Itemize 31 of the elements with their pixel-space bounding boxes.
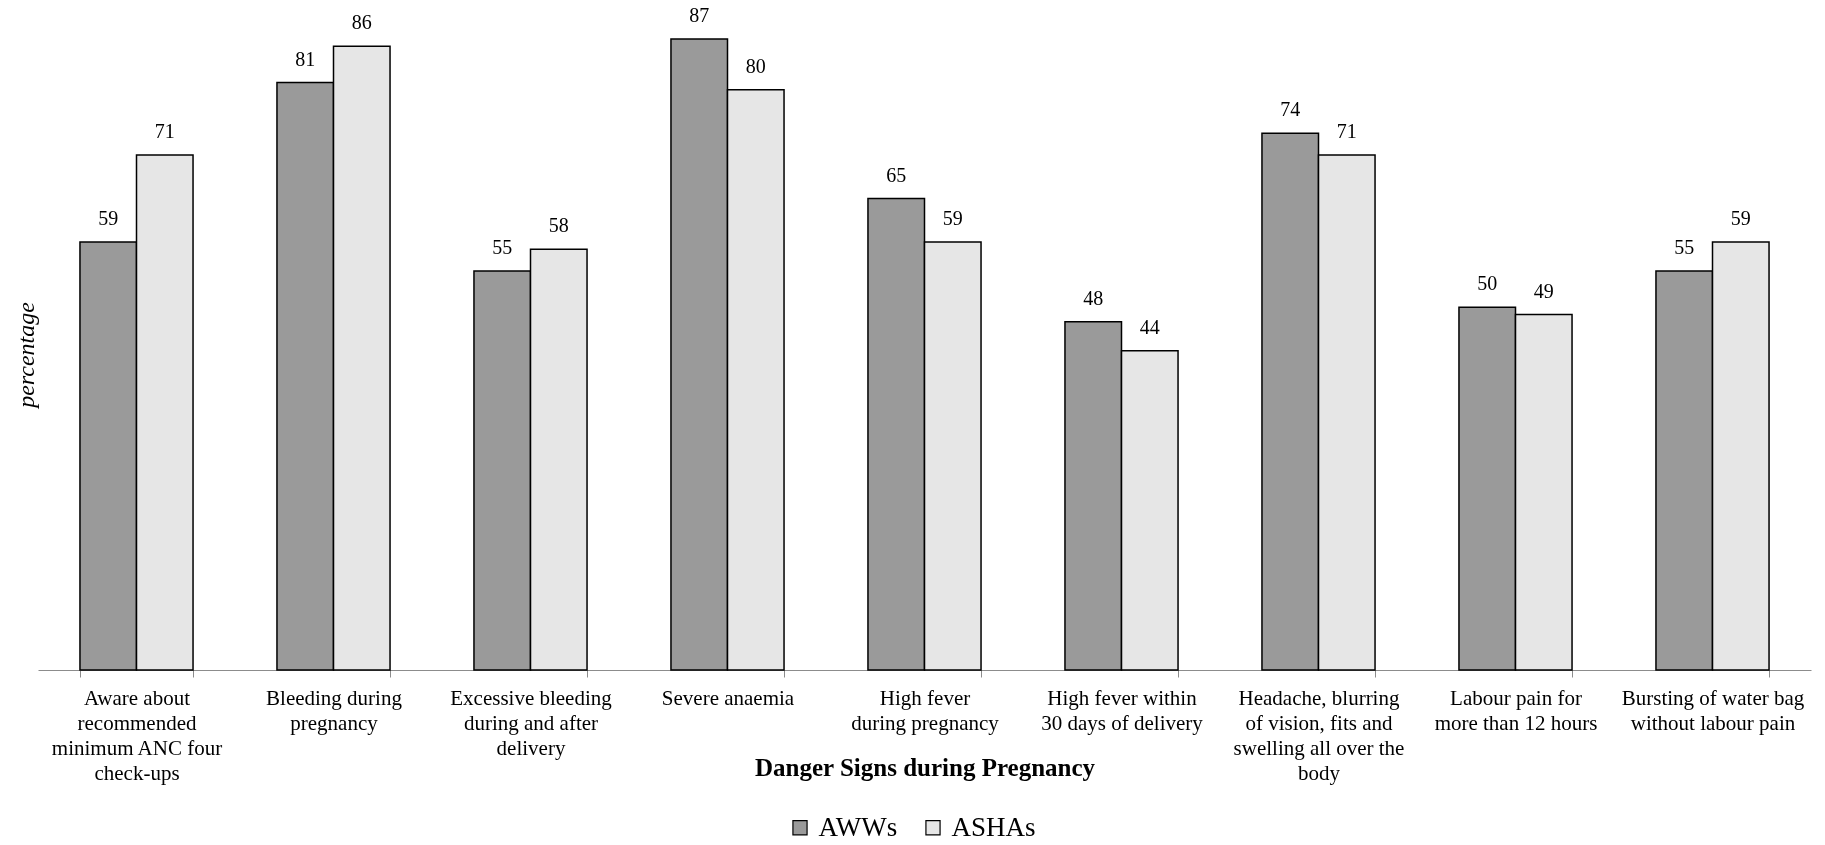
x-tick-label: Aware about recommended minimum ANC four check-ups	[51, 685, 223, 785]
x-tick-label: Labour pain for more than 12 hours	[1434, 685, 1598, 735]
x-tick-label: High fever during pregnancy	[851, 685, 1000, 735]
data-label: 58	[548, 214, 569, 237]
legend-label: ASHAs	[951, 811, 1036, 842]
data-label: 59	[1730, 207, 1751, 230]
data-label: 44	[1139, 315, 1160, 338]
data-label: 87	[689, 4, 710, 26]
data-label: 80	[745, 54, 766, 77]
y-axis-title: percentage	[12, 301, 39, 410]
data-label: 71	[1336, 120, 1357, 143]
x-tick-label: Bleeding during pregnancy	[266, 685, 403, 735]
x-tick-label: Severe anaemia	[661, 685, 795, 710]
data-label: 50	[1477, 272, 1498, 295]
x-tick-label: Excessive bleeding during and after delivery	[450, 685, 613, 760]
x-tick-label: Bursting of water bag without labour pain	[1621, 685, 1805, 735]
x-tick-label: High fever within 30 days of delivery	[1041, 685, 1204, 735]
data-label: 71	[154, 120, 175, 143]
legend-label: AWWs	[818, 811, 898, 842]
x-tick-label: Headache, blurring of vision, fits and swelling all over the body	[1233, 685, 1405, 785]
data-label: 59	[942, 207, 963, 230]
data-label: 55	[492, 236, 513, 259]
data-label: 49	[1533, 279, 1554, 302]
data-label: 55	[1674, 236, 1695, 259]
data-label: 74	[1280, 98, 1301, 121]
data-label: 65	[886, 163, 907, 186]
data-label: 81	[295, 47, 316, 70]
data-label: 48	[1083, 286, 1104, 309]
x-axis-title: Danger Signs during Pregnancy	[754, 753, 1096, 781]
data-label: 86	[351, 11, 372, 34]
data-label: 59	[98, 207, 119, 230]
